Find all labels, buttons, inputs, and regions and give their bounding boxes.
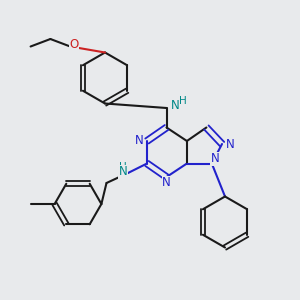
Text: H: H [179, 96, 187, 106]
Text: N: N [171, 99, 180, 112]
Text: H: H [119, 162, 127, 172]
Text: O: O [69, 38, 78, 51]
Text: N: N [119, 165, 128, 178]
Text: N: N [225, 137, 234, 151]
Text: N: N [135, 134, 144, 148]
Text: N: N [162, 176, 171, 190]
Text: N: N [211, 152, 220, 166]
